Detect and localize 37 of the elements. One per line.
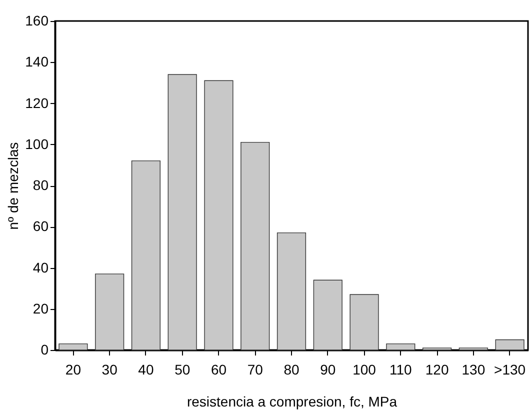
x-tick-label: 40 <box>138 362 154 378</box>
x-tick-label: 80 <box>284 362 300 378</box>
y-tick-label: 120 <box>25 94 49 111</box>
x-tick-label: 70 <box>247 362 264 378</box>
bar <box>495 339 524 350</box>
x-tick-label: 130 <box>462 362 486 378</box>
y-tick-label: 60 <box>32 218 49 234</box>
x-tick-label: 50 <box>174 362 190 378</box>
bar <box>313 280 342 350</box>
x-tick-label: 60 <box>210 362 227 378</box>
y-tick-label: 140 <box>25 54 49 70</box>
x-tick-label: 100 <box>352 362 376 378</box>
x-tick-label: 120 <box>425 362 449 378</box>
y-tick-label: 160 <box>25 12 49 28</box>
y-axis-title: nº de mezclas <box>5 142 22 230</box>
x-tick-label: 90 <box>320 362 336 378</box>
bar <box>204 80 234 350</box>
bar <box>276 232 306 350</box>
bar <box>386 343 416 350</box>
y-tick-label: 100 <box>25 136 49 152</box>
x-tick-label: 20 <box>65 362 82 378</box>
bar <box>350 294 379 350</box>
x-axis-title: resistencia a compresion, fc, MPa <box>186 394 398 410</box>
bar <box>458 348 488 350</box>
y-tick-label: 20 <box>32 300 49 316</box>
y-tick-label: 0 <box>40 342 49 358</box>
bar <box>168 74 197 350</box>
x-tick-label: 30 <box>102 362 118 378</box>
y-tick-label: 40 <box>32 259 49 276</box>
y-tick-label: 80 <box>32 177 49 193</box>
x-tick-label: 110 <box>389 362 412 378</box>
x-tick-label: >130 <box>494 362 526 378</box>
bar <box>95 274 124 350</box>
bar <box>240 142 270 350</box>
bar <box>131 160 160 350</box>
bar <box>422 348 452 350</box>
bar <box>58 343 88 350</box>
